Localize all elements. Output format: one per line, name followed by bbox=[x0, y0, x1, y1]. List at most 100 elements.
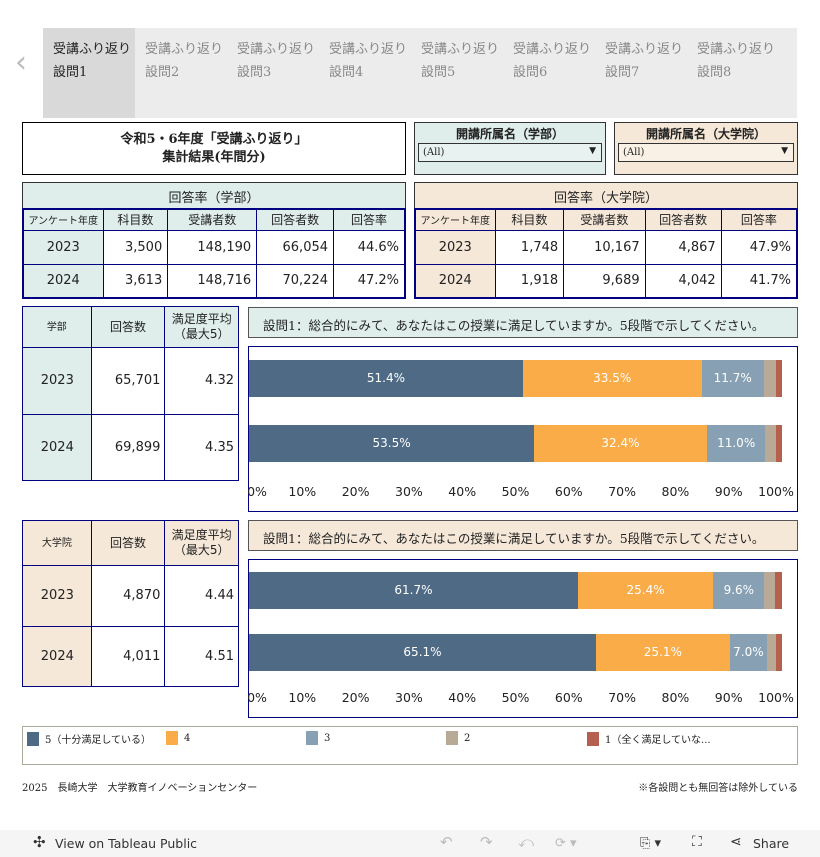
satisfaction-table: 学部 回答数 満足度平均 （最大5） 2023 65,701 4.32 2024 69,899… bbox=[22, 306, 239, 481]
legend-item[interactable]: 5（十分満足している） bbox=[27, 731, 151, 746]
legend-swatch-icon bbox=[27, 731, 39, 746]
legend-item[interactable]: 3 bbox=[306, 731, 330, 745]
revert-icon[interactable]: ⤺ bbox=[518, 833, 535, 851]
axis-tick-label: 40% bbox=[448, 484, 477, 499]
tab-question-3[interactable]: 受講ふり返り設問3 bbox=[227, 28, 337, 118]
axis-tick-label: 0% bbox=[247, 484, 267, 499]
legend-label: 4 bbox=[184, 732, 191, 744]
bar-segment[interactable]: 32.4% bbox=[534, 425, 707, 462]
graduate-filter-label: 開講所属名（大学院） bbox=[645, 127, 766, 141]
legend-label: 3 bbox=[324, 732, 331, 744]
bar-segment[interactable]: 65.1% bbox=[249, 634, 596, 671]
response-rate-table: アンケート年度 科目数 受講者数 回答者数 回答率 2023 1,748 10,167 4,86… bbox=[414, 208, 798, 299]
view-on-tableau-link[interactable]: View on Tableau Public bbox=[55, 836, 198, 851]
value-cell: 70,224 bbox=[256, 263, 335, 299]
value-cell: 4,867 bbox=[644, 229, 722, 265]
legend bbox=[22, 726, 798, 765]
question-header: 設問1：総合的にみて、あなたはこの授業に満足していますか。5段階で示してください… bbox=[248, 520, 798, 551]
axis-tick-label: 90% bbox=[714, 484, 743, 499]
axis-tick-label: 30% bbox=[394, 690, 423, 705]
rate-table-title: 回答率（大学院） bbox=[414, 182, 798, 209]
bar-segment[interactable] bbox=[775, 572, 782, 609]
bar-segment[interactable]: 25.4% bbox=[577, 572, 714, 609]
response-rate-table: アンケート年度 科目数 受講者数 回答者数 回答率 2023 3,500 148,190 66,… bbox=[22, 208, 406, 299]
fullscreen-icon[interactable]: ⛶ bbox=[692, 834, 702, 850]
tab-question-2[interactable]: 受講ふり返り設問2 bbox=[135, 28, 245, 118]
table-row: 2024 69,899 4.35 bbox=[22, 413, 239, 481]
year-cell: 2024 bbox=[22, 413, 92, 481]
year-cell: 2024 bbox=[22, 625, 92, 687]
tab-question-5[interactable]: 受講ふり返り設問5 bbox=[411, 28, 521, 118]
bar-segment[interactable] bbox=[775, 634, 782, 671]
title-line-2: 集計結果(年間分) bbox=[162, 150, 266, 165]
axis-tick-label: 60% bbox=[554, 484, 583, 499]
bar-segment[interactable]: 7.0% bbox=[729, 634, 768, 671]
tab-question-4[interactable]: 受講ふり返り設問4 bbox=[319, 28, 429, 118]
undo-icon[interactable]: ↶ bbox=[440, 833, 453, 851]
column-header: 回答者数 bbox=[256, 208, 335, 231]
graduate-filter-value: (All) bbox=[623, 147, 645, 158]
prev-tab-arrow[interactable]: ‹ bbox=[15, 45, 27, 80]
column-header: 満足度平均 （最大5） bbox=[164, 306, 239, 348]
graduate-filter: 開講所属名（大学院） (All) ▼ bbox=[614, 122, 798, 175]
bar-segment[interactable]: 25.1% bbox=[595, 634, 730, 671]
axis-tick-label: 20% bbox=[341, 690, 370, 705]
axis-tick-label: 100% bbox=[758, 690, 794, 705]
value-cell: 47.9% bbox=[720, 229, 798, 265]
tableau-toolbar bbox=[0, 830, 820, 857]
bar-segment[interactable] bbox=[763, 360, 776, 397]
column-header: 満足度平均 （最大5） bbox=[164, 520, 239, 566]
table-row: 2023 4,870 4.44 bbox=[22, 565, 239, 627]
faculty-filter: 開講所属名（学部） (All) ▼ bbox=[414, 122, 606, 175]
table-row: 2024 4,011 4.51 bbox=[22, 625, 239, 687]
legend-item[interactable]: 4 bbox=[166, 731, 190, 745]
axis-tick-label: 80% bbox=[661, 484, 690, 499]
bar-segment[interactable] bbox=[765, 425, 777, 462]
share-icon[interactable]: ⋖ bbox=[730, 834, 742, 850]
share-button[interactable]: Share bbox=[753, 836, 790, 851]
faculty-filter-label: 開講所属名（学部） bbox=[455, 127, 564, 141]
value-cell: 41.7% bbox=[720, 263, 798, 299]
legend-item[interactable]: 1（全く満足していな... bbox=[587, 731, 711, 746]
refresh-icon[interactable]: ⟳ ▾ bbox=[555, 836, 577, 851]
tab-question-7[interactable]: 受講ふり返り設問7 bbox=[595, 28, 705, 118]
axis-tick-label: 90% bbox=[714, 690, 743, 705]
column-header: 回答者数 bbox=[644, 208, 722, 231]
tab-question-1[interactable]: 受講ふり返り設問1 bbox=[43, 28, 153, 118]
rate-table-title: 回答率（学部） bbox=[22, 182, 406, 209]
column-header: 回答数 bbox=[90, 520, 166, 566]
download-icon[interactable]: ⎘ ▾ bbox=[640, 836, 662, 851]
bar-segment[interactable] bbox=[764, 572, 776, 609]
tab-question-8[interactable]: 受講ふり返り設問8 bbox=[687, 28, 797, 118]
redo-icon[interactable]: ↷ bbox=[480, 833, 493, 851]
dashboard-title: 令和5・6年度「受講ふり返り」 集計結果(年間分) bbox=[22, 122, 406, 175]
axis-tick-label: 20% bbox=[341, 484, 370, 499]
bar-segment[interactable]: 11.7% bbox=[701, 360, 764, 397]
axis-tick-label: 50% bbox=[501, 484, 530, 499]
legend-swatch-icon bbox=[587, 731, 599, 746]
bar-segment[interactable]: 33.5% bbox=[522, 360, 702, 397]
bar-segment[interactable]: 11.0% bbox=[706, 425, 766, 462]
axis-tick-label: 30% bbox=[394, 484, 423, 499]
bar-segment[interactable]: 53.5% bbox=[249, 425, 535, 462]
faculty-filter-dropdown[interactable]: (All) ▼ bbox=[418, 143, 602, 162]
bar-segment[interactable]: 9.6% bbox=[713, 572, 765, 609]
graduate-filter-dropdown[interactable]: (All) ▼ bbox=[618, 143, 794, 162]
bar-segment[interactable] bbox=[767, 634, 776, 671]
column-header: アンケート年度 bbox=[414, 208, 496, 231]
axis-tick-label: 40% bbox=[448, 690, 477, 705]
tab-question-6[interactable]: 受講ふり返り設問6 bbox=[503, 28, 613, 118]
bar-segment[interactable]: 51.4% bbox=[249, 360, 523, 397]
table-header-row: 学部 回答数 満足度平均 （最大5） bbox=[22, 306, 239, 348]
table-row: 2023 1,748 10,167 4,867 47.9% bbox=[414, 229, 798, 265]
table-header-row: アンケート年度 科目数 受講者数 回答者数 回答率 bbox=[22, 208, 406, 231]
bar-segment[interactable] bbox=[776, 425, 782, 462]
value-cell: 3,500 bbox=[102, 229, 169, 265]
footer-note: ※各設問とも無回答は除外している bbox=[638, 783, 798, 794]
legend-item[interactable]: 2 bbox=[446, 731, 470, 745]
column-header: 科目数 bbox=[102, 208, 169, 231]
value-cell: 148,716 bbox=[167, 263, 258, 299]
bar-segment[interactable] bbox=[775, 360, 782, 397]
bar-segment[interactable]: 61.7% bbox=[249, 572, 578, 609]
table-row: 2024 3,613 148,716 70,224 47.2% bbox=[22, 263, 406, 299]
